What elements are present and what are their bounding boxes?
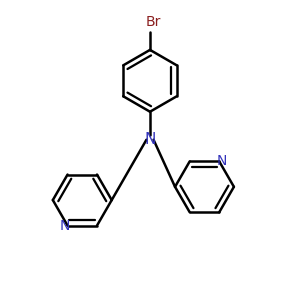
Text: N: N	[144, 132, 156, 147]
Text: Br: Br	[145, 15, 160, 29]
Text: N: N	[60, 219, 70, 232]
Text: N: N	[216, 154, 227, 168]
